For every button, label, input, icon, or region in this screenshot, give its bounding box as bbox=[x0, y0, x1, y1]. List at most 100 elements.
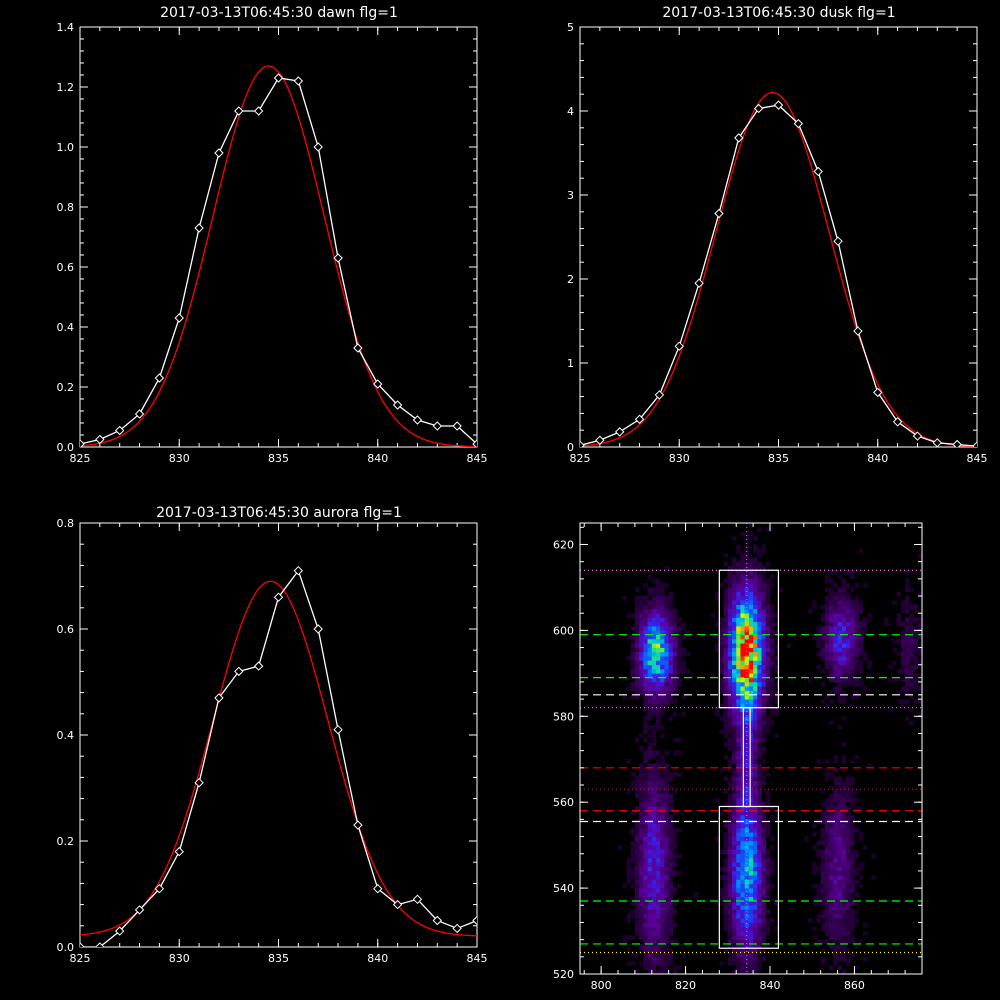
heatmap-pixel bbox=[736, 896, 741, 902]
heatmap-pixel bbox=[736, 733, 741, 739]
heatmap-pixel bbox=[723, 600, 729, 605]
heatmap-pixel bbox=[824, 621, 830, 627]
heatmap-pixel bbox=[672, 909, 678, 915]
heatmap-pixel bbox=[672, 789, 678, 794]
heatmap-pixel bbox=[634, 660, 640, 666]
heatmap-pixel bbox=[740, 948, 745, 953]
heatmap-pixel bbox=[841, 866, 847, 872]
heatmap-pixel bbox=[753, 836, 758, 842]
heatmap-pixel bbox=[867, 673, 872, 678]
heatmap-pixel bbox=[744, 918, 750, 923]
heatmap-pixel bbox=[820, 789, 826, 794]
heatmap-pixel bbox=[829, 935, 834, 940]
heatmap-pixel bbox=[820, 604, 826, 610]
heatmap-pixel bbox=[740, 591, 745, 597]
heatmap-pixel bbox=[748, 767, 754, 773]
heatmap-pixel bbox=[748, 531, 754, 537]
heatmap-pixel bbox=[862, 656, 868, 661]
heatmap-pixel bbox=[829, 772, 834, 777]
heatmap-pixel bbox=[765, 626, 771, 631]
heatmap-pixel bbox=[909, 681, 914, 687]
heatmap-pixel bbox=[837, 823, 843, 829]
heatmap-pixel bbox=[753, 737, 758, 743]
heatmap-pixel bbox=[672, 660, 678, 666]
heatmap-pixel bbox=[643, 583, 648, 588]
heatmap-pixel bbox=[765, 772, 771, 777]
heatmap-pixel bbox=[761, 943, 767, 949]
heatmap-pixel bbox=[656, 656, 661, 661]
heatmap-pixel bbox=[732, 737, 737, 743]
heatmap-pixel bbox=[656, 720, 661, 726]
heatmap-pixel bbox=[727, 918, 733, 923]
heatmap-pixel bbox=[732, 952, 737, 958]
heatmap-pixel bbox=[909, 686, 914, 691]
heatmap-pixel bbox=[723, 913, 729, 919]
heatmap-pixel bbox=[854, 617, 859, 623]
data-point bbox=[134, 905, 145, 915]
heatmap-pixel bbox=[837, 926, 843, 932]
heatmap-pixel bbox=[748, 935, 754, 940]
heatmap-pixel bbox=[850, 634, 855, 640]
heatmap-pixel bbox=[651, 918, 657, 923]
heatmap-pixel bbox=[913, 626, 919, 631]
heatmap-pixel bbox=[723, 703, 729, 708]
heatmap-pixel bbox=[740, 737, 745, 743]
heatmap-pixel bbox=[833, 952, 838, 958]
heatmap-pixel bbox=[740, 759, 745, 764]
heatmap-pixel bbox=[668, 772, 674, 777]
heatmap-pixel bbox=[833, 935, 838, 940]
heatmap-pixel bbox=[765, 583, 771, 588]
heatmap-pixel bbox=[765, 591, 771, 597]
heatmap-pixel bbox=[900, 638, 906, 644]
heatmap-pixel bbox=[643, 737, 648, 743]
heatmap-pixel bbox=[757, 746, 762, 751]
heatmap-pixel bbox=[660, 690, 665, 696]
heatmap-pixel bbox=[757, 776, 762, 782]
heatmap-pixel bbox=[753, 694, 758, 700]
heatmap-pixel bbox=[732, 918, 737, 923]
heatmap-pixel bbox=[732, 565, 737, 571]
heatmap-pixel bbox=[643, 677, 648, 683]
heatmap-pixel bbox=[837, 690, 843, 696]
heatmap-pixel bbox=[812, 600, 817, 605]
heatmap-pixel bbox=[651, 596, 657, 601]
heatmap-pixel bbox=[909, 604, 914, 610]
data-point bbox=[472, 439, 477, 447]
heatmap-pixel bbox=[748, 883, 754, 889]
heatmap-pixel bbox=[833, 608, 838, 614]
heatmap-pixel bbox=[837, 827, 843, 833]
heatmap-pixel bbox=[660, 686, 665, 691]
heatmap-pixel bbox=[660, 806, 665, 812]
heatmap-pixel bbox=[820, 827, 826, 833]
heatmap-pixel bbox=[651, 608, 657, 614]
heatmap-pixel bbox=[761, 939, 767, 945]
heatmap-pixel bbox=[668, 806, 674, 812]
heatmap-pixel bbox=[913, 677, 919, 683]
heatmap-pixel bbox=[727, 802, 733, 807]
heatmap-pixel bbox=[829, 699, 834, 704]
heatmap-pixel bbox=[668, 613, 674, 618]
heatmap-pixel bbox=[719, 677, 724, 683]
heatmap-pixel bbox=[656, 883, 661, 889]
heatmap-pixel bbox=[639, 853, 644, 859]
x-tick-label: 825 bbox=[570, 452, 591, 465]
heatmap-pixel bbox=[744, 600, 750, 605]
heatmap-pixel bbox=[744, 939, 750, 945]
heatmap-pixel bbox=[808, 608, 813, 614]
heatmap-pixel bbox=[812, 604, 817, 610]
heatmap-pixel bbox=[824, 888, 830, 893]
heatmap-pixel bbox=[753, 939, 758, 945]
heatmap-pixel bbox=[765, 720, 771, 726]
heatmap-pixel bbox=[639, 651, 644, 657]
y-tick-label: 0.0 bbox=[57, 941, 75, 954]
heatmap-pixel bbox=[656, 969, 661, 975]
heatmap-pixel bbox=[753, 896, 758, 902]
heatmap-pixel bbox=[727, 840, 733, 846]
heatmap-pixel bbox=[744, 574, 750, 580]
heatmap-pixel bbox=[748, 574, 754, 580]
heatmap-pixel bbox=[727, 647, 733, 653]
heatmap-pixel bbox=[723, 621, 729, 627]
dusk-title: 2017-03-13T06:45:30 dusk flg=1 bbox=[662, 5, 895, 21]
heatmap-pixel bbox=[672, 772, 678, 777]
heatmap-pixel bbox=[668, 656, 674, 661]
